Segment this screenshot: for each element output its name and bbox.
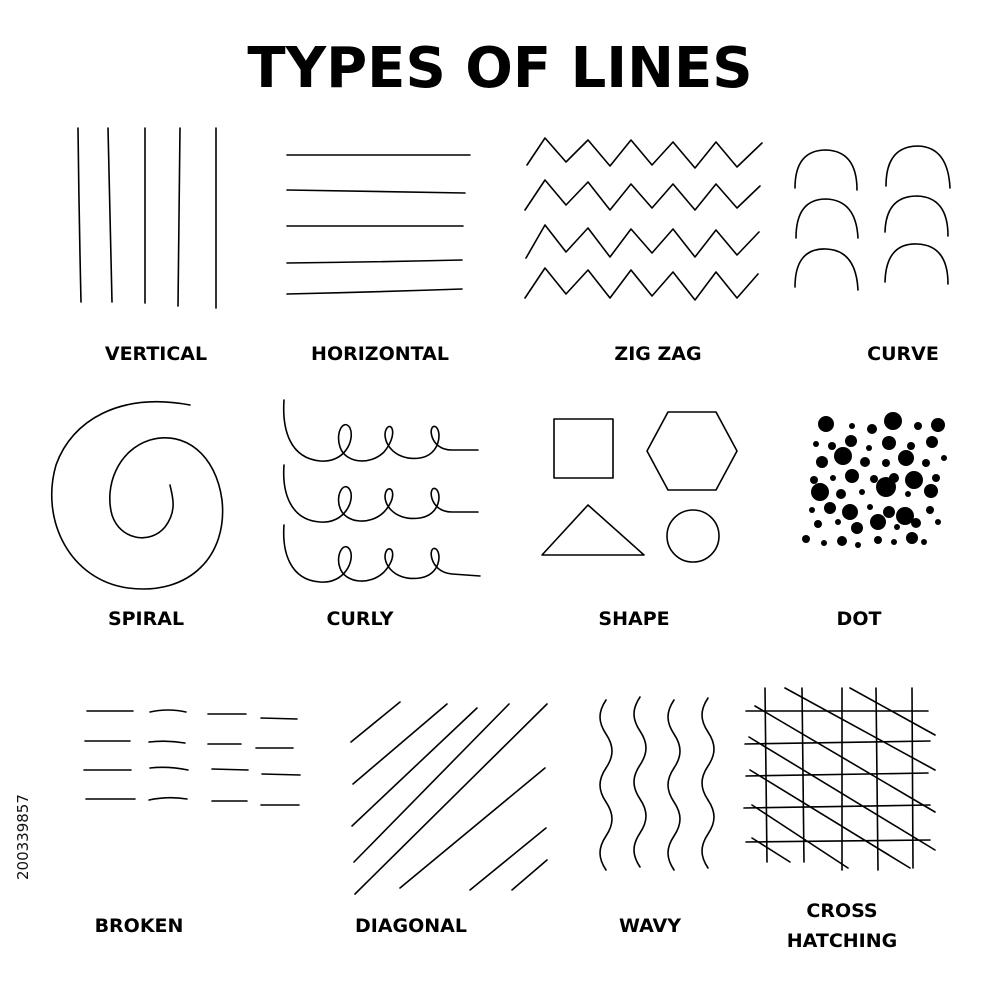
dot [816,456,828,468]
dot [821,540,827,546]
dot [926,506,934,514]
dot [894,524,900,530]
dot [882,436,896,450]
square-shape [553,418,614,479]
curly-lines [282,399,481,583]
dot [914,422,922,430]
dot [811,483,829,501]
dot [834,447,852,465]
dot [860,457,870,467]
spiral-line [51,401,224,590]
dot [932,474,940,482]
dot [842,504,858,520]
dot [867,424,877,434]
dot [828,442,836,450]
horizontal-lines [286,154,471,295]
dot [905,491,911,497]
dot [922,459,930,467]
wavy-lines [599,696,715,871]
zigzag-lines [524,137,763,301]
dot [924,484,938,498]
dot [830,475,836,481]
dot [926,436,938,448]
label-cross: CROSS [806,900,878,922]
circle-shape [666,509,720,563]
dot [859,489,865,495]
dot [818,416,834,432]
dot [836,489,846,499]
dot [935,519,941,525]
cross-hatching-lines [743,687,936,871]
dot [941,455,947,461]
label-shape: SHAPE [598,608,670,630]
triangle-shape [541,504,645,556]
dot [809,507,815,513]
label-curve: CURVE [867,343,939,365]
page-title: TYPES OF LINES [247,36,753,101]
label-diagonal: DIAGONAL [354,915,468,937]
dot [907,442,915,450]
dot [898,450,914,466]
dot-pattern [802,412,947,548]
dot [849,423,855,429]
dot [810,476,818,484]
dot [883,506,895,518]
dot [911,518,921,528]
dot [835,519,841,525]
curve-lines [794,145,951,291]
shape-figures [541,411,738,563]
dot [824,502,836,514]
label-dot: DOT [836,608,882,630]
dot [896,507,914,525]
dot [866,445,872,451]
dot [906,532,918,544]
label-wavy: WAVY [619,915,681,937]
label-curly: CURLY [326,608,394,630]
label-zigzag: ZIG ZAG [614,343,702,365]
dot [921,539,927,545]
dot [870,514,886,530]
dot [802,535,810,543]
dot [851,522,863,534]
dot [931,418,945,432]
dot [882,459,890,467]
dot [855,542,861,548]
stock-id: 200339857 [14,794,32,880]
label-spiral: SPIRAL [107,608,185,630]
dot [905,471,923,489]
dot [874,536,882,544]
dot [891,539,897,545]
dot [884,412,902,430]
diagonal-lines [350,701,548,895]
dot [845,435,857,447]
label-broken: BROKEN [94,915,184,937]
dot [870,475,878,483]
label-horizontal: HORIZONTAL [311,343,449,365]
dot [813,441,819,447]
dot [876,477,896,497]
broken-lines [83,709,301,806]
hexagon-shape [646,411,738,491]
vertical-lines [77,127,217,309]
dot [837,536,847,546]
label-hatching: HATCHING [786,930,898,952]
dot [814,520,822,528]
label-vertical: VERTICAL [104,343,208,365]
dot [867,504,873,510]
dot [845,469,859,483]
